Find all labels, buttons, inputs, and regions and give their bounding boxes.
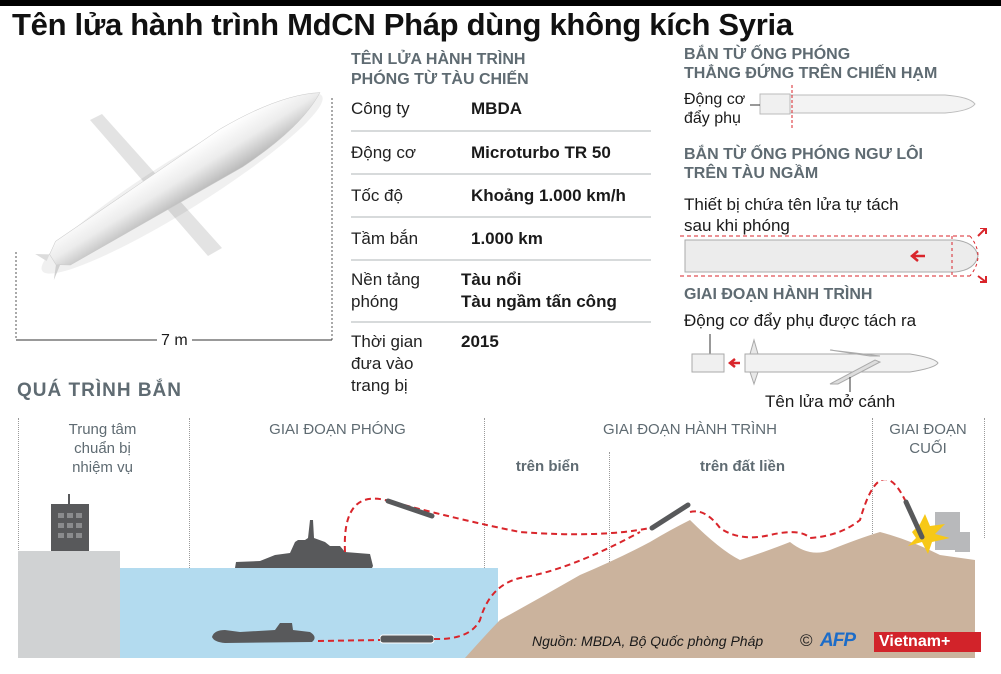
ship-heading-line2: THẲNG ĐỨNG TRÊN CHIẾN HẠM bbox=[684, 65, 938, 82]
booster-label: Động cơ đẩy phụ bbox=[684, 90, 745, 128]
submarine-icon bbox=[212, 623, 315, 643]
stage-divider bbox=[484, 418, 485, 608]
capsule-icon bbox=[379, 634, 435, 644]
stage-divider bbox=[984, 418, 985, 538]
spec-label: Tốc độ bbox=[351, 186, 403, 205]
land bbox=[465, 520, 975, 658]
ship-launch-missile-icon bbox=[750, 85, 976, 129]
spec-value: 2015 bbox=[461, 332, 499, 351]
stage-mission-center: Trung tâm chuẩn bị nhiệm vụ bbox=[68, 421, 137, 476]
spec-row-service-date: Thời gian đưa vào trang bị 2015 bbox=[351, 323, 651, 403]
arrow-left-icon bbox=[910, 250, 925, 262]
copyright-symbol: © bbox=[800, 631, 813, 650]
dimension-label: 7 m bbox=[157, 332, 192, 350]
missile-icon bbox=[903, 499, 925, 540]
spec-row-speed: Tốc độ Khoảng 1.000 km/h bbox=[351, 175, 651, 218]
specs-heading-line1: TÊN LỬA HÀNH TRÌNH bbox=[351, 51, 526, 68]
spec-label: Động cơ bbox=[351, 143, 417, 162]
submarine-heading-line2: TRÊN TÀU NGẦM bbox=[684, 165, 819, 182]
specs-heading: TÊN LỬA HÀNH TRÌNH PHÓNG TỪ TÀU CHIẾN bbox=[351, 50, 529, 90]
substage-sea: trên biển bbox=[515, 458, 580, 475]
vietnamplus-logo: Vietnam+ bbox=[874, 632, 981, 652]
stage-terminal: GIAI ĐOẠN CUỐI bbox=[889, 421, 967, 457]
process-title: QUÁ TRÌNH BẮN bbox=[17, 380, 182, 401]
spec-row-engine: Động cơ Microturbo TR 50 bbox=[351, 132, 651, 175]
ship-trajectory bbox=[343, 497, 651, 553]
substage-divider bbox=[609, 452, 610, 592]
top-bar bbox=[0, 0, 1001, 6]
missile-icon bbox=[649, 502, 691, 531]
ship-heading-line1: BẮN TỪ ỐNG PHÓNG bbox=[684, 46, 851, 63]
stage-divider bbox=[189, 418, 190, 608]
spec-value: Microturbo TR 50 bbox=[471, 143, 611, 162]
afp-logo: AFP bbox=[820, 630, 856, 651]
spec-label: Công ty bbox=[351, 99, 410, 118]
ship-launch-heading: BẮN TỪ ỐNG PHÓNG THẲNG ĐỨNG TRÊN CHIẾN H… bbox=[684, 45, 937, 83]
spec-label: Nền tảng phóng bbox=[351, 270, 420, 311]
explosion-icon bbox=[908, 514, 950, 554]
booster-separation-note: Động cơ đẩy phụ được tách ra bbox=[684, 311, 917, 330]
specs-heading-line2: PHÓNG TỪ TÀU CHIẾN bbox=[351, 71, 529, 88]
capsule-note: Thiết bị chứa tên lửa tự tách sau khi ph… bbox=[684, 194, 899, 236]
spec-value: Khoảng 1.000 km/h bbox=[471, 186, 626, 205]
spec-row-platform: Nền tảng phóng Tàu nổi Tàu ngầm tấn công bbox=[351, 261, 651, 323]
stage-launch: GIAI ĐOẠN PHÓNG bbox=[269, 421, 406, 438]
source-note: Nguồn: MBDA, Bộ Quốc phòng Pháp bbox=[532, 633, 764, 649]
specs-table: Công ty MBDA Động cơ Microturbo TR 50 Tố… bbox=[351, 92, 651, 403]
cruise-heading: GIAI ĐOẠN HÀNH TRÌNH bbox=[684, 286, 873, 303]
capsule-note-line1: Thiết bị chứa tên lửa tự tách bbox=[684, 195, 899, 214]
missile-illustration bbox=[15, 92, 333, 341]
spec-row-company: Công ty MBDA bbox=[351, 92, 651, 132]
spec-row-range: Tầm bắn 1.000 km bbox=[351, 218, 651, 261]
spec-value: 1.000 km bbox=[471, 229, 543, 248]
cruise-trajectory bbox=[689, 480, 906, 540]
booster-label-line1: Động cơ bbox=[684, 91, 746, 108]
warship-icon bbox=[235, 520, 373, 568]
target-building-icon bbox=[935, 512, 970, 552]
stage-cruise: GIAI ĐOẠN HÀNH TRÌNH bbox=[603, 421, 777, 438]
page-title: Tên lửa hành trình MdCN Pháp dùng không … bbox=[12, 7, 793, 42]
process-scene bbox=[18, 480, 975, 658]
submarine-trajectory bbox=[317, 531, 641, 642]
submarine-capsule-icon bbox=[680, 228, 987, 283]
capsule-note-line2: sau khi phóng bbox=[684, 216, 790, 235]
submarine-launch-heading: BẮN TỪ ỐNG PHÓNG NGƯ LÔI TRÊN TÀU NGẦM bbox=[684, 145, 923, 183]
wings-deploy-note: Tên lửa mở cánh bbox=[765, 392, 896, 411]
spec-label: Thời gian đưa vào trang bị bbox=[351, 332, 423, 395]
stage-divider bbox=[18, 418, 19, 608]
booster-label-line2: đẩy phụ bbox=[684, 110, 741, 127]
spec-label: Tầm bắn bbox=[351, 229, 419, 248]
spec-value: MBDA bbox=[471, 99, 522, 118]
submarine-heading-line1: BẮN TỪ ỐNG PHÓNG NGƯ LÔI bbox=[684, 146, 923, 163]
missile-icon bbox=[385, 498, 435, 519]
spec-value: Tàu nổi Tàu ngầm tấn công bbox=[461, 270, 617, 311]
mission-center-ground bbox=[18, 551, 120, 658]
cruise-missile-icon bbox=[691, 334, 939, 392]
building-icon bbox=[51, 494, 89, 551]
stage-divider bbox=[872, 418, 873, 538]
substage-land: trên đất liền bbox=[699, 458, 785, 475]
